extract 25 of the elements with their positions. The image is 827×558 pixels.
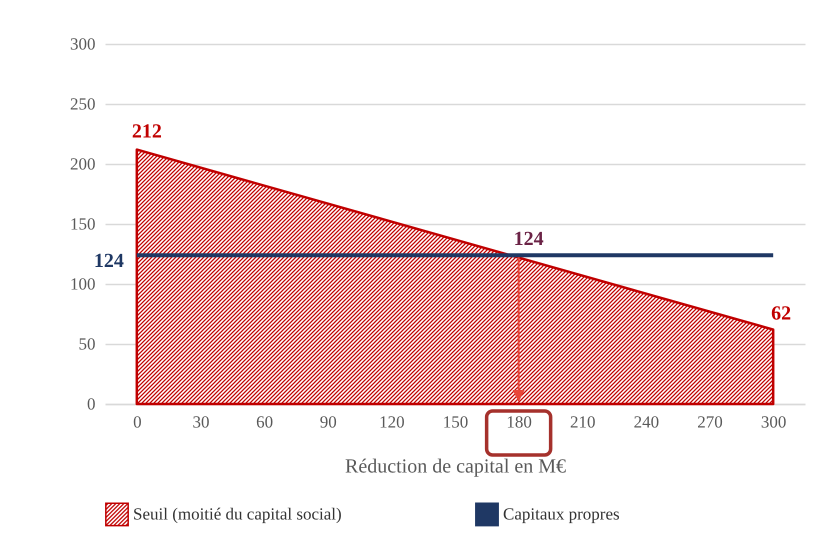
annotation: 124	[514, 228, 544, 250]
legend-label: Capitaux propres	[503, 504, 620, 524]
legend-label: Seuil (moitié du capital social)	[133, 504, 342, 524]
y-tick-label: 200	[70, 154, 96, 174]
x-tick-label: 60	[256, 412, 274, 432]
annotation: 124	[94, 250, 124, 272]
x-tick-label: 300	[760, 412, 786, 432]
x-tick-label: 0	[133, 412, 142, 432]
x-tick-label: 30	[192, 412, 210, 432]
x-tick-label: 90	[320, 412, 337, 432]
y-tick-label: 300	[70, 34, 96, 54]
y-tick-label: 150	[70, 214, 96, 234]
y-tick-label: 100	[70, 274, 96, 294]
x-tick-label: 120	[379, 412, 405, 432]
y-tick-label: 250	[70, 94, 96, 114]
annotation: 212	[132, 120, 162, 143]
y-tick-label: 0	[87, 394, 96, 414]
x-tick-label: 180	[506, 412, 532, 432]
x-axis-title: Réduction de capital en M€	[344, 456, 566, 478]
x-tick-label: 270	[697, 412, 723, 432]
annotation: 62	[771, 302, 792, 325]
y-tick-label: 50	[78, 334, 96, 354]
x-tick-label: 150	[442, 412, 468, 432]
x-tick-label: 240	[634, 412, 660, 432]
x-tick-label: 210	[570, 412, 596, 432]
